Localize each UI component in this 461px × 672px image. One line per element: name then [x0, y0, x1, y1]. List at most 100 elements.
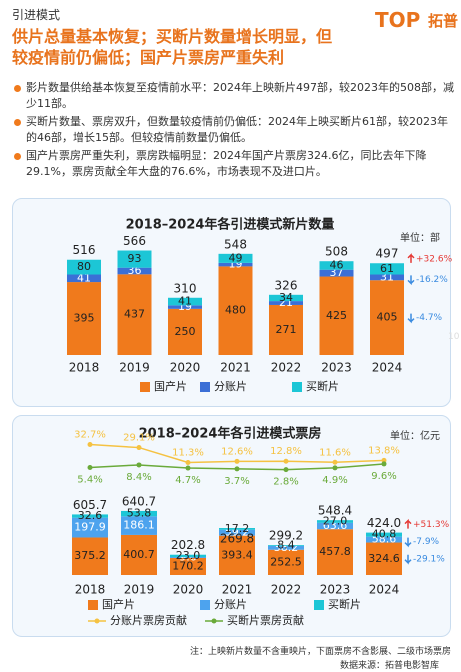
bar-segment — [170, 554, 206, 558]
bar-segment — [268, 545, 304, 546]
x-tick-label: 2019 — [124, 583, 155, 597]
line-point — [136, 445, 142, 451]
bar-segment — [218, 266, 253, 355]
legend-dot — [94, 618, 100, 624]
segment-label: 49 — [229, 251, 243, 264]
point-label: 2.8% — [273, 477, 298, 488]
segment-label: 437 — [124, 308, 145, 321]
change-arrow — [407, 313, 415, 324]
bar-segment — [317, 520, 353, 523]
bar-segment — [317, 522, 353, 530]
bar-segment — [67, 282, 101, 355]
line-point — [136, 462, 142, 468]
point-label: 13.8% — [368, 445, 400, 456]
bar-segment — [170, 557, 206, 575]
total-label: 508 — [325, 245, 348, 259]
segment-label: 375.2 — [74, 549, 106, 562]
total-label: 424.0 — [367, 516, 401, 530]
bar-segment — [218, 253, 253, 263]
total-label: 310 — [174, 281, 197, 295]
segment-label: 480 — [225, 304, 246, 317]
x-tick-label: 2022 — [271, 583, 302, 597]
bullet: 买断片数量、票房双升，但数量较疫情前仍偏低：2024年上映买断片61部，较202… — [12, 114, 456, 146]
x-tick-label: 2021 — [222, 583, 253, 597]
legend-swatch — [314, 600, 324, 610]
x-tick-label: 2023 — [320, 583, 351, 597]
x-tick-label: 2020 — [173, 583, 204, 597]
bar-segment — [219, 535, 255, 575]
bar-segment — [72, 517, 108, 538]
segment-label: 40.8 — [372, 528, 397, 541]
bar-segment — [117, 274, 152, 355]
bar-segment — [121, 534, 157, 575]
segment-label: 400.7 — [123, 548, 155, 561]
change-arrow — [404, 554, 412, 565]
point-label: 12.8% — [270, 446, 302, 457]
total-label: 640.7 — [122, 494, 156, 508]
segment-label: 23.0 — [176, 549, 201, 562]
page-number: 10 — [448, 332, 460, 342]
segment-label: 93 — [128, 252, 142, 265]
footnote: 注：上映新片数量不含重映片，下面票房不含影展、二级市场票房 — [190, 647, 452, 657]
segment-label: 271 — [276, 323, 297, 336]
point-label: 29.1% — [123, 433, 155, 444]
bar-segment — [269, 301, 303, 305]
bar-segment — [67, 259, 101, 275]
total-label: 516 — [73, 243, 96, 257]
segment-label: 197.9 — [74, 521, 106, 534]
bar-segment — [269, 294, 303, 302]
x-tick-label: 2018 — [75, 583, 106, 597]
legend-label: 分账片票房贡献 — [110, 613, 187, 627]
point-label: 4.7% — [175, 475, 200, 486]
segment-label: 425 — [326, 309, 347, 322]
point-label: 32.7% — [74, 430, 106, 441]
line-point — [87, 442, 93, 448]
line-point — [185, 465, 191, 471]
unit: 单位：部 — [400, 231, 440, 244]
change-arrow — [404, 537, 412, 548]
bar-segment — [269, 304, 303, 355]
unit: 单位：亿元 — [390, 429, 440, 442]
change-label: -29.1% — [413, 554, 445, 564]
x-tick-label: 2020 — [170, 361, 201, 375]
title-line: 供片总量基本恢复；买断片数量增长明显，但 — [12, 27, 333, 46]
x-tick-label: 2023 — [321, 361, 352, 375]
bar-segment — [366, 542, 402, 575]
bar-segment — [117, 267, 152, 275]
segment-label: 395 — [74, 312, 95, 325]
change-arrow — [407, 253, 415, 263]
segment-label: 324.6 — [368, 552, 400, 565]
segment-label: 17.2 — [225, 522, 250, 535]
bar-segment — [72, 537, 108, 575]
point-label: 11.3% — [172, 448, 204, 459]
x-tick-label: 2018 — [69, 361, 100, 375]
total-label: 269.8 — [220, 532, 254, 546]
bar-segment — [268, 549, 304, 575]
segment-label: 8.4 — [277, 539, 295, 552]
legend-label: 买断片 — [328, 597, 361, 611]
point-label: 11.6% — [319, 447, 351, 458]
legend-dot — [211, 618, 217, 624]
legend-label: 国产片 — [154, 379, 187, 393]
legend-label: 分账片 — [214, 380, 247, 393]
line-point — [185, 460, 191, 466]
bar-segment — [218, 262, 253, 267]
line-point — [332, 459, 338, 465]
segment-label: 250 — [175, 325, 196, 338]
total-label: 497 — [376, 247, 399, 261]
bar-segment — [370, 263, 404, 275]
line-point — [234, 458, 240, 464]
change-arrow — [404, 518, 412, 529]
line-point — [332, 465, 338, 471]
bar-segment — [317, 529, 353, 575]
total-label: 299.2 — [269, 529, 303, 543]
segment-label: 41 — [77, 271, 91, 284]
legend-swatch — [200, 600, 210, 610]
legend-swatch — [292, 382, 302, 392]
change-arrow — [407, 275, 415, 286]
bar-segment — [219, 529, 255, 536]
bar-segment — [319, 261, 354, 270]
x-tick-label: 2024 — [369, 583, 400, 597]
title: 供片总量基本恢复；买断片数量增长明显，但 较疫情前仍偏低；国产片票房严重失利 — [12, 26, 332, 68]
